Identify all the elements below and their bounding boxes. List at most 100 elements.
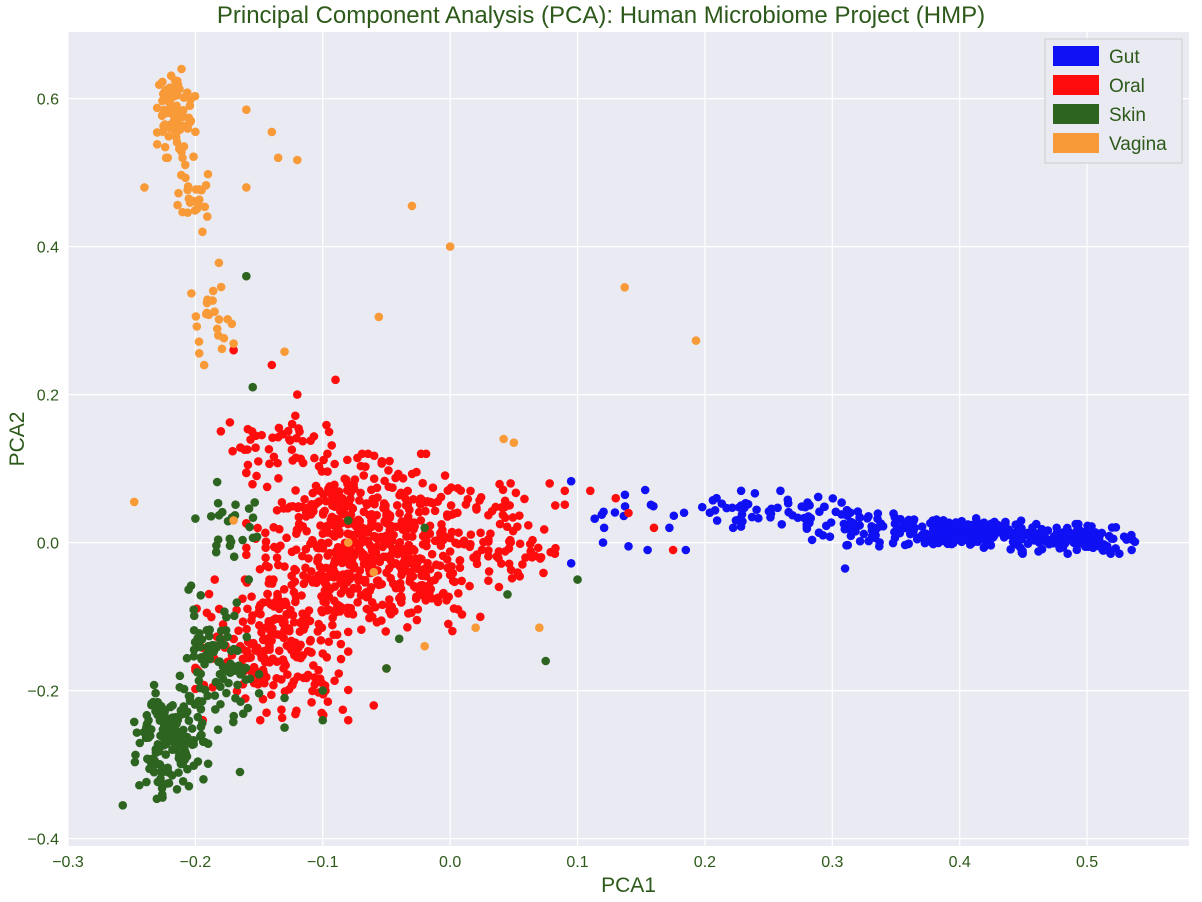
data-point bbox=[229, 644, 239, 654]
data-point bbox=[248, 382, 258, 392]
data-point bbox=[191, 127, 200, 137]
data-point bbox=[1075, 530, 1085, 540]
data-point bbox=[195, 195, 204, 204]
data-point bbox=[355, 496, 364, 505]
data-point bbox=[494, 582, 504, 592]
data-point bbox=[873, 509, 883, 518]
data-point bbox=[454, 539, 463, 549]
data-point bbox=[264, 562, 273, 572]
data-point bbox=[278, 429, 288, 439]
data-point bbox=[324, 637, 334, 647]
data-point bbox=[500, 547, 510, 556]
data-point bbox=[158, 127, 168, 137]
data-point bbox=[289, 617, 299, 627]
data-point bbox=[484, 546, 493, 555]
data-point bbox=[306, 539, 315, 549]
data-point bbox=[339, 583, 349, 593]
data-point bbox=[225, 668, 235, 678]
data-point bbox=[152, 103, 162, 113]
data-point bbox=[1097, 528, 1107, 538]
data-point bbox=[164, 131, 173, 141]
data-point bbox=[303, 670, 313, 680]
data-point bbox=[330, 459, 339, 469]
data-point bbox=[171, 117, 180, 127]
data-point bbox=[190, 637, 200, 647]
data-point bbox=[185, 117, 195, 127]
data-point bbox=[486, 529, 495, 538]
data-point bbox=[390, 546, 399, 555]
data-point bbox=[316, 521, 325, 530]
data-point bbox=[219, 333, 229, 343]
data-point bbox=[341, 475, 351, 484]
data-point bbox=[192, 322, 202, 331]
data-point bbox=[454, 588, 463, 598]
data-point bbox=[957, 516, 967, 526]
data-point bbox=[142, 777, 151, 787]
data-point bbox=[329, 630, 338, 640]
data-point bbox=[343, 685, 353, 695]
data-point bbox=[294, 512, 304, 522]
data-point bbox=[446, 501, 456, 510]
data-point bbox=[255, 715, 265, 725]
data-point bbox=[300, 494, 309, 504]
data-point bbox=[357, 449, 367, 459]
data-point bbox=[370, 499, 379, 509]
data-point bbox=[243, 604, 252, 614]
data-point bbox=[202, 212, 212, 221]
data-point bbox=[697, 502, 707, 512]
data-point bbox=[373, 576, 383, 585]
data-point bbox=[743, 499, 753, 509]
data-point bbox=[354, 573, 363, 583]
data-point bbox=[864, 512, 873, 521]
data-point bbox=[426, 576, 436, 586]
data-point bbox=[328, 613, 337, 623]
data-point bbox=[330, 521, 340, 531]
data-point bbox=[142, 710, 152, 720]
data-point bbox=[225, 418, 235, 427]
data-point bbox=[990, 530, 999, 540]
data-point bbox=[727, 503, 737, 513]
data-point bbox=[212, 541, 221, 550]
data-point bbox=[241, 663, 251, 673]
data-point bbox=[374, 312, 384, 322]
data-point bbox=[1085, 524, 1094, 534]
data-point bbox=[776, 486, 785, 496]
data-point bbox=[179, 93, 189, 102]
data-point bbox=[507, 573, 517, 583]
data-point bbox=[194, 676, 204, 685]
data-point bbox=[385, 601, 394, 611]
data-point bbox=[245, 522, 254, 532]
data-point bbox=[386, 573, 395, 583]
data-point bbox=[197, 654, 206, 664]
data-point bbox=[210, 575, 220, 584]
data-point bbox=[324, 427, 334, 437]
data-point bbox=[202, 625, 212, 635]
data-point bbox=[330, 502, 340, 512]
x-tick-labels: −0.3 −0.2 −0.1 0.0 0.1 0.2 0.3 0.4 0.5 bbox=[52, 854, 1098, 871]
data-point bbox=[521, 553, 530, 562]
data-point bbox=[279, 584, 289, 594]
data-point bbox=[343, 609, 353, 618]
data-point bbox=[262, 708, 271, 718]
data-point bbox=[710, 505, 720, 515]
data-point bbox=[361, 462, 370, 471]
data-point bbox=[200, 202, 210, 212]
data-point bbox=[448, 626, 457, 636]
data-point bbox=[788, 510, 797, 520]
data-point bbox=[395, 538, 405, 547]
data-point bbox=[289, 677, 299, 686]
data-point bbox=[194, 337, 204, 346]
data-point bbox=[130, 757, 140, 767]
data-point bbox=[1122, 535, 1131, 544]
data-point bbox=[322, 606, 332, 615]
data-point bbox=[453, 484, 463, 493]
data-point bbox=[1093, 541, 1103, 551]
data-point bbox=[232, 598, 242, 607]
data-point bbox=[343, 516, 353, 525]
data-point bbox=[169, 111, 179, 120]
data-point bbox=[267, 636, 277, 645]
data-point bbox=[205, 654, 215, 664]
data-point bbox=[560, 500, 570, 509]
data-point bbox=[475, 496, 484, 505]
